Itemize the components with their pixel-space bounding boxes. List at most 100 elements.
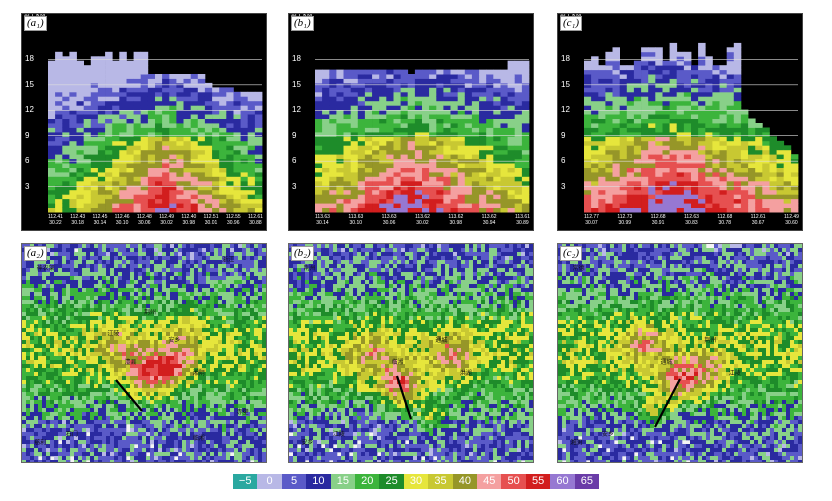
reflectivity-cell	[372, 123, 380, 128]
reflectivity-cell	[783, 171, 792, 177]
reflectivity-cell	[429, 203, 437, 208]
reflectivity-cell	[336, 118, 344, 124]
echo-cell	[154, 284, 159, 289]
echo-cell	[126, 248, 131, 253]
echo-cell	[58, 288, 63, 293]
echo-cell	[90, 260, 95, 265]
reflectivity-cell	[655, 91, 663, 97]
echo-cell	[214, 372, 219, 377]
reflectivity-cell	[329, 114, 337, 119]
reflectivity-cell	[212, 131, 220, 137]
reflectivity-cell	[350, 203, 359, 208]
echo-cell	[150, 244, 155, 249]
echo-cell	[74, 276, 79, 281]
echo-cell	[246, 272, 251, 277]
reflectivity-cell	[176, 180, 184, 186]
echo-cell	[162, 252, 167, 257]
echo-cell	[178, 276, 183, 281]
echo-cell	[110, 328, 115, 333]
echo-cell	[126, 372, 131, 377]
reflectivity-cell	[726, 60, 735, 66]
echo-cell	[190, 312, 195, 317]
echo-cell	[178, 344, 183, 349]
echo-cell	[42, 380, 47, 385]
echo-cell	[138, 368, 143, 373]
reflectivity-cell	[176, 82, 184, 88]
echo-cell	[118, 356, 123, 361]
reflectivity-cell	[669, 149, 678, 155]
echo-cell	[38, 380, 43, 385]
reflectivity-cell	[521, 189, 530, 195]
reflectivity-cell	[422, 140, 430, 146]
reflectivity-cell	[190, 198, 199, 204]
reflectivity-cell	[471, 131, 480, 137]
echo-cell	[210, 244, 215, 249]
reflectivity-cell	[240, 167, 249, 173]
reflectivity-cell	[655, 167, 663, 173]
echo-cell	[130, 320, 135, 325]
reflectivity-cell	[598, 69, 606, 75]
reflectivity-cell	[662, 82, 670, 88]
reflectivity-cell	[133, 69, 142, 75]
echo-cell	[150, 344, 155, 349]
echo-cell	[46, 352, 51, 357]
reflectivity-cell	[226, 145, 234, 151]
echo-cell	[62, 260, 67, 265]
reflectivity-cell	[712, 189, 720, 195]
reflectivity-cell	[83, 91, 92, 97]
reflectivity-cell	[662, 154, 670, 160]
echo-cell	[94, 368, 99, 373]
reflectivity-cell	[62, 171, 70, 177]
echo-cell	[54, 308, 59, 313]
reflectivity-cell	[612, 114, 620, 119]
reflectivity-cell	[776, 198, 785, 204]
reflectivity-cell	[190, 127, 199, 133]
echo-cell	[94, 372, 99, 377]
reflectivity-cell	[612, 96, 620, 102]
echo-cell	[58, 292, 63, 297]
echo-cell	[206, 368, 211, 373]
reflectivity-cell	[83, 163, 92, 168]
reflectivity-cell	[429, 149, 437, 155]
reflectivity-cell	[254, 176, 263, 182]
reflectivity-cell	[364, 207, 373, 213]
reflectivity-cell	[422, 105, 430, 111]
reflectivity-cell	[254, 180, 263, 186]
reflectivity-cell	[633, 114, 642, 119]
reflectivity-cell	[655, 171, 663, 177]
reflectivity-cell	[612, 60, 620, 66]
echo-cell	[190, 260, 195, 265]
echo-cell	[194, 308, 199, 313]
reflectivity-cell	[633, 91, 642, 97]
echo-cell	[170, 316, 175, 321]
reflectivity-cell	[233, 189, 241, 195]
echo-cell	[98, 340, 103, 345]
reflectivity-cell	[55, 109, 63, 115]
echo-cell	[174, 324, 179, 329]
reflectivity-cell	[414, 176, 423, 182]
echo-cell	[222, 296, 227, 301]
echo-cell	[154, 288, 159, 293]
reflectivity-cell	[748, 163, 756, 168]
echo-cell	[226, 308, 231, 313]
reflectivity-cell	[379, 203, 387, 208]
reflectivity-cell	[190, 136, 199, 142]
reflectivity-cell	[97, 96, 106, 102]
echo-cell	[70, 260, 75, 265]
reflectivity-cell	[247, 176, 256, 182]
reflectivity-cell	[762, 198, 770, 204]
echo-cell	[162, 288, 167, 293]
echo-cell	[54, 328, 59, 333]
reflectivity-cell	[698, 136, 706, 142]
echo-cell	[262, 288, 266, 293]
reflectivity-cell	[364, 82, 373, 88]
reflectivity-cell	[514, 96, 523, 102]
reflectivity-cell	[226, 198, 234, 204]
reflectivity-cell	[140, 118, 149, 124]
reflectivity-cell	[748, 194, 756, 200]
reflectivity-cell	[315, 189, 323, 195]
reflectivity-cell	[748, 123, 756, 128]
echo-cell	[246, 296, 251, 301]
echo-cell	[158, 328, 163, 333]
echo-cell	[234, 376, 239, 381]
